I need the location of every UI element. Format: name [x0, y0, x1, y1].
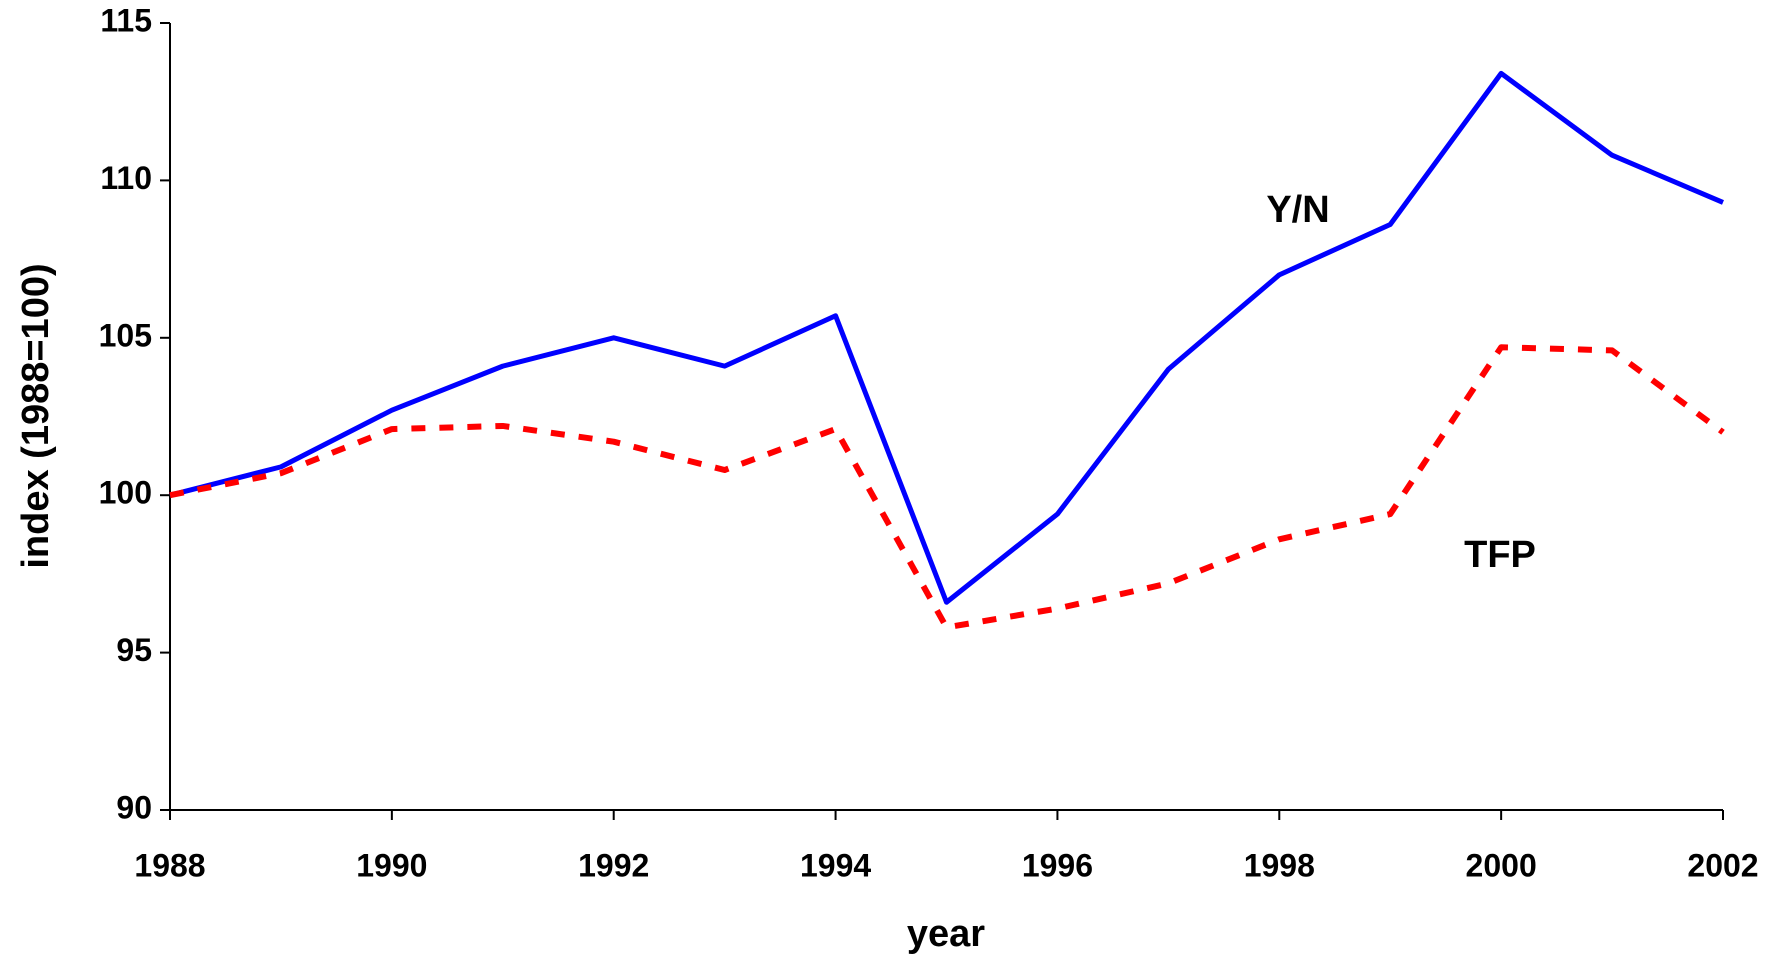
series-label: Y/N [1266, 189, 1329, 231]
y-tick-label: 115 [100, 2, 152, 38]
x-tick-label: 1994 [800, 847, 871, 883]
x-tick-label: 1996 [1022, 847, 1093, 883]
series-line [169, 70, 1724, 605]
y-axis-title: index (1988=100) [15, 263, 57, 568]
x-tick-label: 1998 [1244, 847, 1315, 883]
series-line [169, 344, 1725, 631]
x-tick-label: 2002 [1687, 847, 1758, 883]
y-tick-label: 95 [116, 632, 152, 668]
x-tick-label: 1990 [356, 847, 427, 883]
y-tick-label: 105 [99, 317, 152, 353]
x-tick-label: 2000 [1466, 847, 1537, 883]
y-tick-label: 100 [99, 475, 152, 511]
x-tick-label: 1988 [134, 847, 205, 883]
y-tick-label: 110 [100, 160, 152, 196]
y-tick-label: 90 [116, 789, 152, 825]
x-axis-title: year [907, 913, 985, 955]
series-label: TFP [1464, 534, 1536, 576]
x-tick-label: 1992 [578, 847, 649, 883]
